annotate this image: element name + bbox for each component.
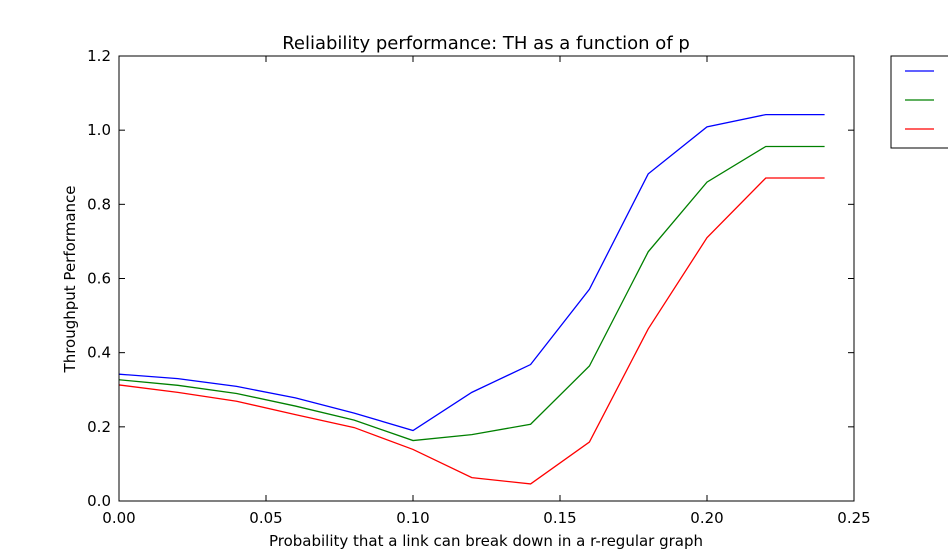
x-tick-label: 0.05 <box>249 509 282 527</box>
x-tick-label: 0.00 <box>102 509 135 527</box>
chart-title: Reliability performance: TH as a functio… <box>282 33 690 54</box>
y-tick-label: 0.8 <box>87 195 111 213</box>
x-tick-label: 0.15 <box>543 509 576 527</box>
legend <box>890 55 948 149</box>
series-line-2 <box>118 177 825 485</box>
y-axis-label: Throughput Performance <box>61 186 79 374</box>
x-tick-label: 0.25 <box>837 509 870 527</box>
legend-box <box>890 55 948 149</box>
series-line-0 <box>118 113 825 432</box>
y-tick-label: 0.4 <box>87 344 111 362</box>
x-axis-label: Probability that a link can break down i… <box>269 532 703 550</box>
ticks-layer: 0.00 0.05 0.10 0.15 0.20 0.25 0.0 0.2 0.4 0.6 0.8 1… <box>87 47 871 527</box>
y-tick-label: 0.6 <box>87 270 111 288</box>
y-tick-label: 0.0 <box>87 492 111 510</box>
x-tick-label: 0.10 <box>396 509 429 527</box>
plot-area <box>119 56 854 501</box>
x-tick-label: 0.20 <box>690 509 723 527</box>
series-line-1 <box>118 145 825 442</box>
y-tick-label: 0.2 <box>87 418 111 436</box>
series-layer <box>118 113 825 485</box>
y-tick-label: 1.0 <box>87 121 111 139</box>
y-tick-label: 1.2 <box>87 47 111 65</box>
